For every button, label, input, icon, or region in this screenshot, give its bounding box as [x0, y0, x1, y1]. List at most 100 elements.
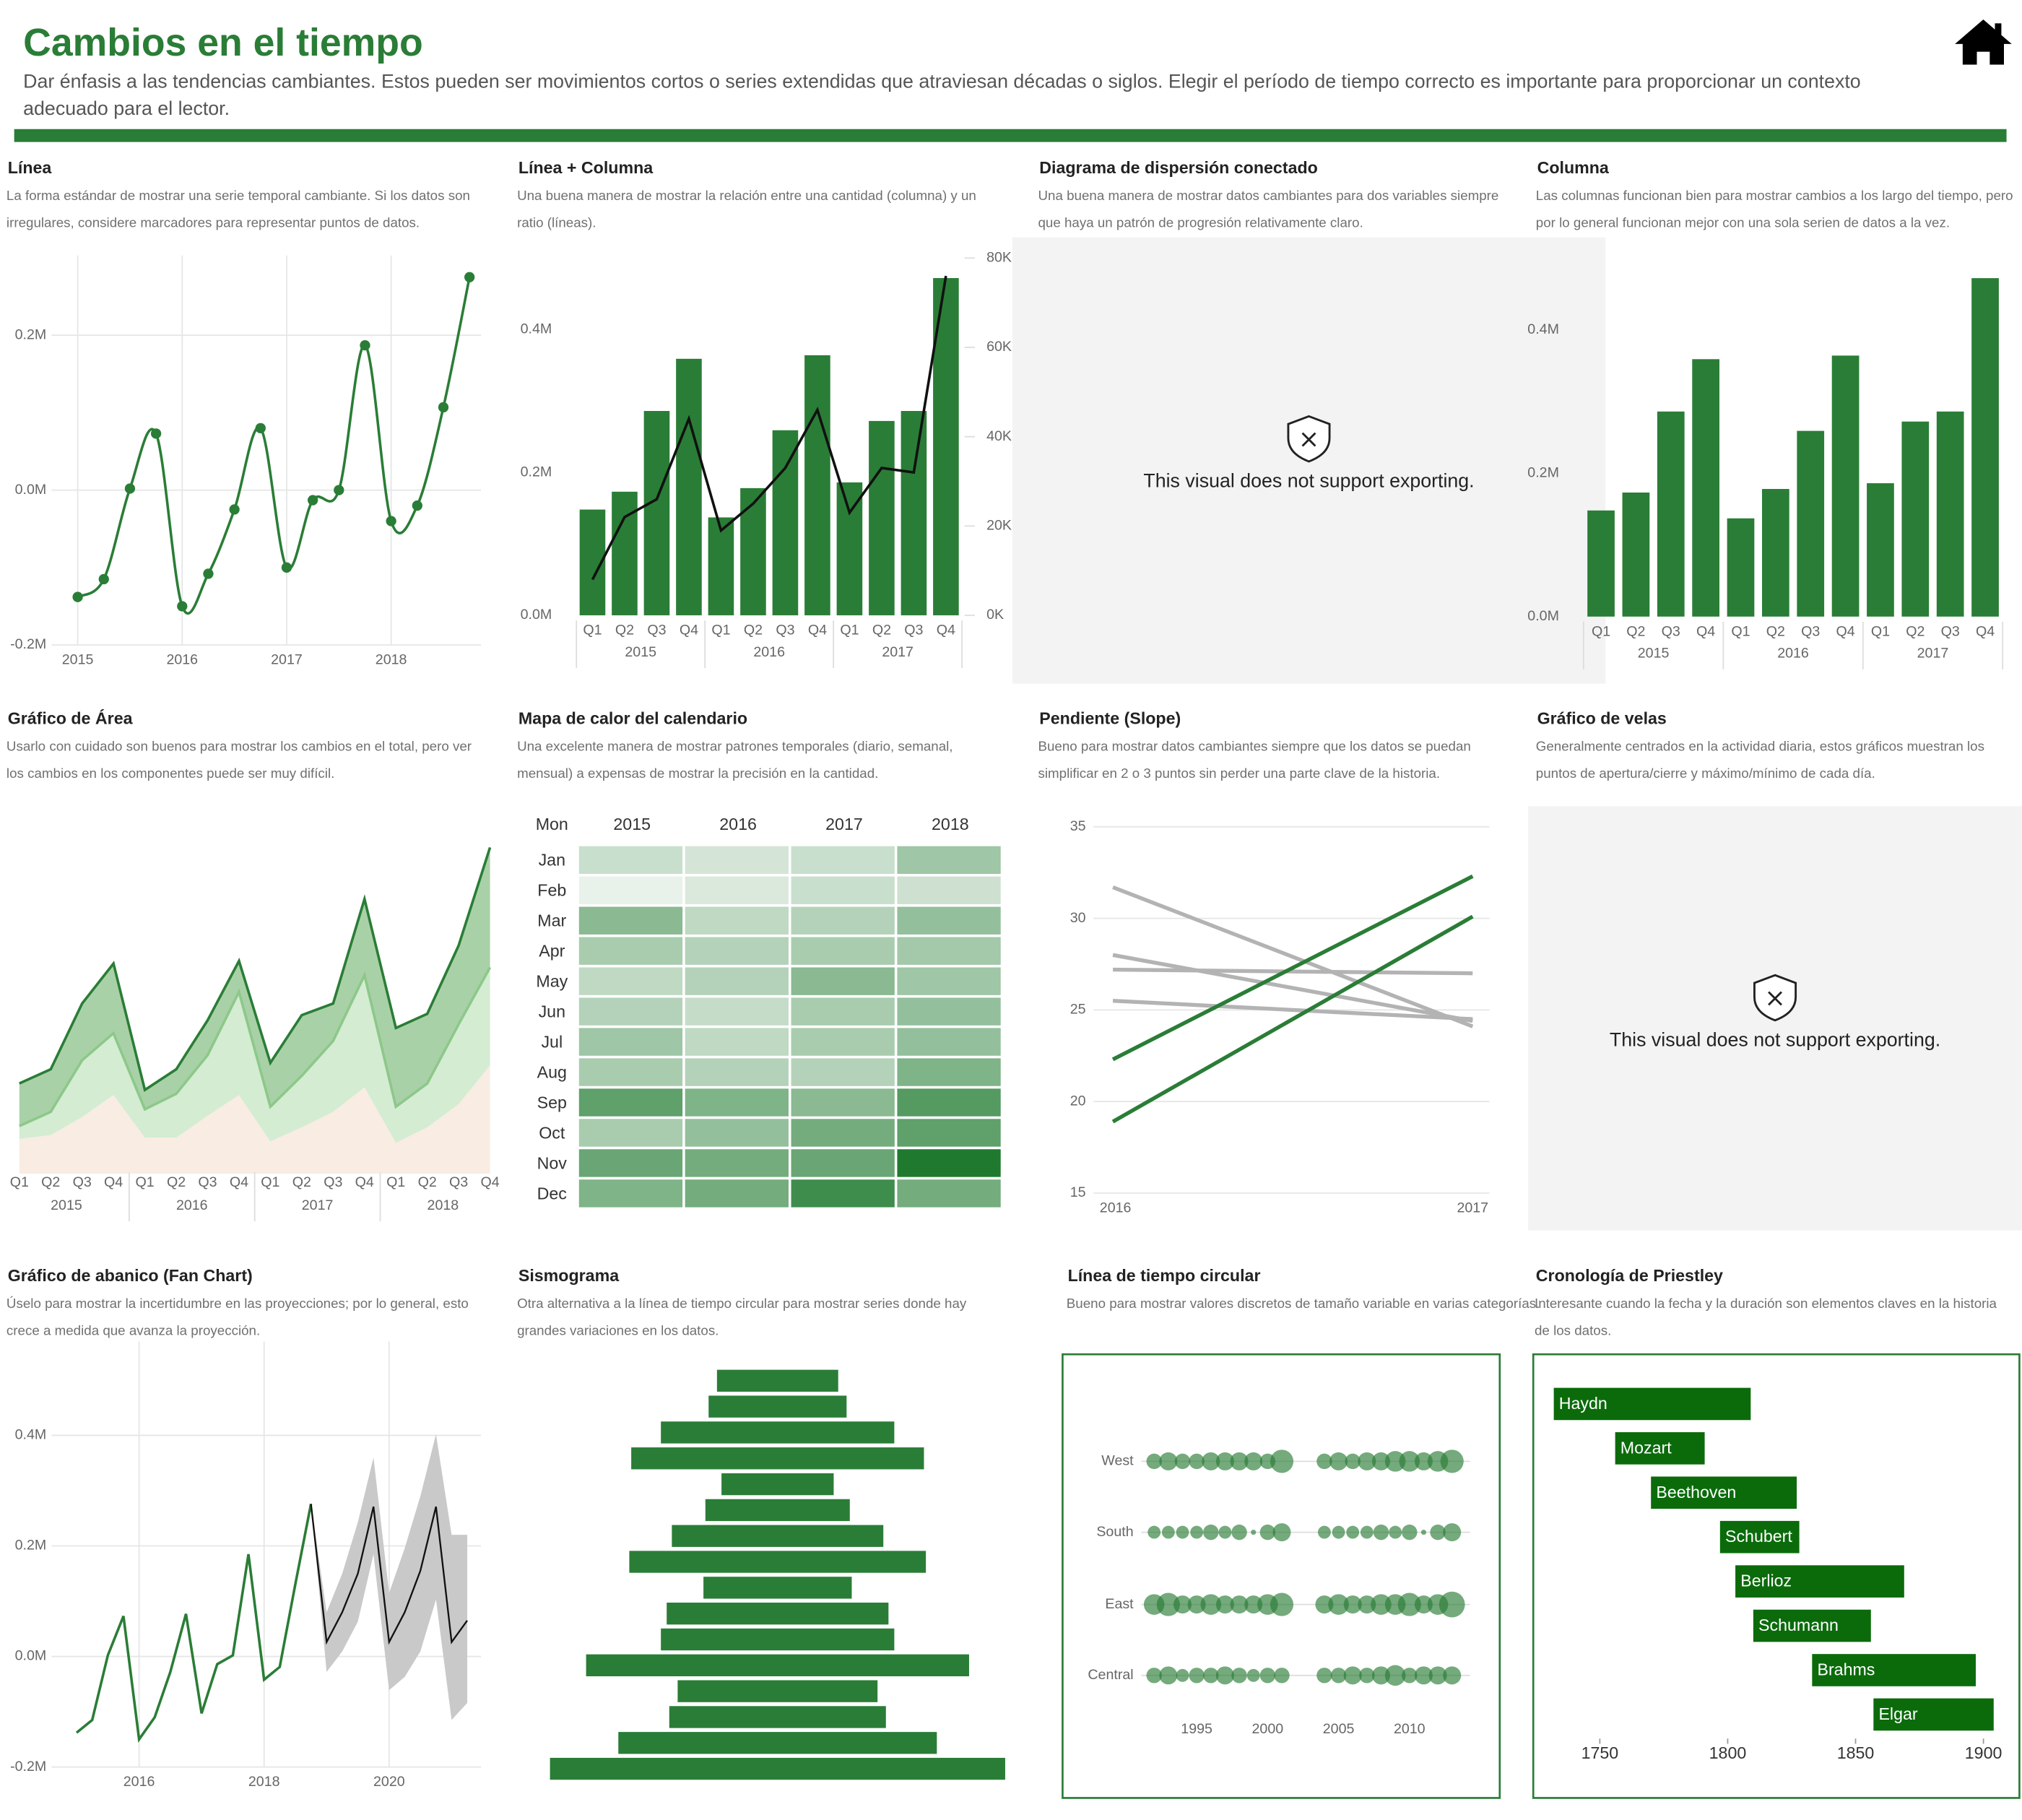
x-tick-label: 2017 [271, 652, 303, 668]
bar [1727, 518, 1755, 617]
bubble [1272, 1523, 1291, 1542]
bar-label: Berlioz [1740, 1572, 1792, 1590]
line [591, 275, 947, 581]
y-tick-label: 40K [986, 428, 1012, 444]
x-tick-label: Q1 [386, 1174, 405, 1190]
bubble [1244, 1452, 1263, 1470]
marker [203, 568, 214, 579]
bubble [1328, 1594, 1349, 1615]
heat-cell [791, 937, 895, 965]
bar [1812, 1654, 1976, 1686]
bar [661, 1628, 895, 1651]
area [19, 847, 490, 1127]
chart-title: Línea [8, 158, 53, 177]
chart-subtitle: Bueno para mostrar datos cambiantes siem… [1038, 739, 1471, 782]
chart-title: Gráfico de velas [1537, 709, 1667, 728]
bubble [1316, 1453, 1332, 1470]
row-label: May [536, 972, 568, 991]
unsupported-icon [1753, 974, 1797, 1022]
heat-cell [897, 1028, 1001, 1056]
x-tick-label: 2005 [1323, 1721, 1355, 1737]
heat-cell [685, 937, 789, 965]
x-tick-label: Q4 [1696, 623, 1715, 639]
marker [229, 504, 240, 515]
chart-subtitle: Las columnas funcionan bien para mostrar… [1535, 188, 2013, 231]
chart-subtitle: Generalmente centrados en la actividad d… [1535, 739, 1984, 782]
y-tick-label: 0.2M [1527, 464, 1559, 480]
bar-label: Beethoven [1656, 1483, 1736, 1502]
bar [1797, 430, 1825, 617]
marker [124, 483, 136, 494]
bar [1587, 510, 1615, 617]
slope-line [1112, 999, 1473, 1021]
x-tick-label: 2016 [1100, 1200, 1132, 1216]
bubble [1218, 1525, 1232, 1539]
bar [708, 517, 734, 615]
row-label: Jun [539, 1002, 565, 1021]
bar [669, 1706, 886, 1728]
heat-cell [897, 1088, 1001, 1117]
heat-cell [791, 846, 895, 874]
x-group-label: 2015 [51, 1197, 82, 1213]
home-icon[interactable] [1955, 19, 2012, 65]
y-tick-label: 0.0M [521, 607, 552, 623]
bubble [1189, 1453, 1205, 1470]
bubble [1215, 1595, 1234, 1614]
bubble [1330, 1668, 1347, 1684]
bar [804, 355, 830, 615]
fan-band [311, 1434, 468, 1720]
bubble [1358, 1452, 1376, 1470]
bar [1622, 492, 1650, 617]
x-tick-label: Q4 [937, 623, 955, 638]
bubble [1270, 1450, 1294, 1473]
bubble [1174, 1453, 1191, 1470]
slope-line [1111, 914, 1474, 1124]
bubble [1373, 1524, 1389, 1540]
marker [281, 562, 292, 573]
chart-subtitle: Una buena manera de mostrar datos cambia… [1038, 188, 1499, 231]
x-tick-label: 2020 [373, 1774, 405, 1790]
y-tick-label: 0.4M [1527, 321, 1559, 337]
heat-cell [685, 1088, 789, 1117]
area-line [19, 966, 492, 1127]
chart-subtitle-box: Una buena manera de mostrar la relación … [517, 188, 976, 231]
y-tick-label: 0.0M [15, 1648, 47, 1664]
home-shape[interactable] [1955, 19, 2012, 65]
marker [386, 516, 396, 526]
chart-subtitle-box: Una buena manera de mostrar datos cambia… [1038, 188, 1499, 231]
home-chimney[interactable] [1995, 23, 2002, 37]
heat-cell [578, 1028, 683, 1056]
x-tick-label: Q3 [198, 1174, 217, 1190]
bubble [1202, 1452, 1220, 1470]
heat-cell [685, 997, 789, 1026]
heat-cell [897, 876, 1001, 904]
bubble [1430, 1524, 1446, 1540]
bubble [1402, 1524, 1418, 1540]
heat-cell [685, 846, 789, 874]
chart-subtitle-box: Una excelente manera de mostrar patrones… [517, 739, 953, 781]
chart-title: Columna [1537, 158, 1610, 177]
y-tick-label: 0.4M [15, 1427, 47, 1443]
heat-cell [897, 1119, 1001, 1147]
bar [618, 1732, 937, 1754]
bubble [1259, 1524, 1276, 1540]
x-tick-label: 2010 [1394, 1721, 1426, 1737]
heat-cell [578, 846, 683, 874]
heat-cell [685, 967, 789, 995]
bubble [1189, 1668, 1205, 1684]
heat-cell [897, 967, 1001, 995]
bubble [1343, 1666, 1362, 1685]
bubble [1147, 1525, 1161, 1539]
row-label: Dec [537, 1184, 567, 1202]
heat-cell [578, 876, 683, 904]
line [310, 1504, 468, 1645]
x-tick-label: Q1 [1871, 623, 1890, 639]
bubble [1389, 1525, 1402, 1539]
corner-label: Mon [536, 815, 568, 833]
x-tick-label: Q3 [1801, 623, 1820, 639]
bubble [1329, 1452, 1348, 1470]
bubble [1176, 1525, 1189, 1539]
bar [631, 1447, 924, 1470]
bubble [1146, 1668, 1162, 1684]
